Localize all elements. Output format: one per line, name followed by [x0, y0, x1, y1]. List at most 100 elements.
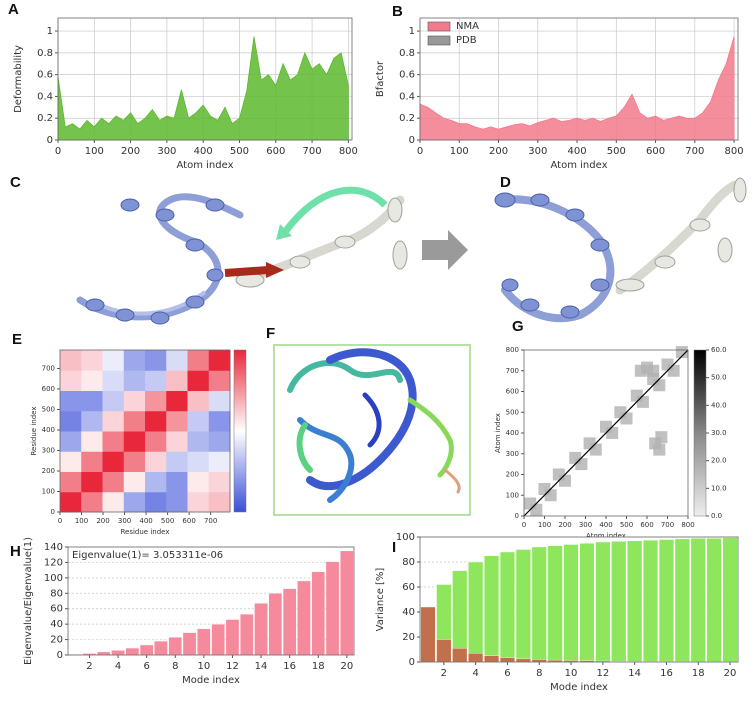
- bar: [627, 540, 643, 663]
- x-tick-label: 400: [194, 146, 213, 157]
- x-axis-label: Atom index: [586, 532, 626, 540]
- x-tick-label: 100: [85, 146, 104, 157]
- heatmap-cell: [208, 491, 231, 513]
- heatmap-cell: [145, 471, 167, 493]
- y-tick-label: 80: [402, 557, 415, 568]
- plot-frame: [523, 349, 689, 517]
- y-tick-label: 0: [515, 512, 519, 520]
- heatmap-cell: [123, 370, 146, 391]
- colorbar: [233, 349, 247, 513]
- y-tick-label: 40: [402, 607, 415, 618]
- heatmap-cell: [145, 451, 167, 472]
- y-tick-label: 0.4: [37, 91, 53, 102]
- x-tick-label: 500: [607, 146, 626, 157]
- point: [530, 503, 543, 516]
- bar: [515, 549, 531, 663]
- panel-label: A: [8, 1, 19, 18]
- legend-swatch: [427, 35, 451, 46]
- y-tick-label: 0: [409, 135, 415, 146]
- x-tick-label: 200: [96, 517, 109, 525]
- heatmap-cell: [60, 431, 82, 452]
- bar: [563, 544, 579, 663]
- x-tick-label: 2: [86, 661, 92, 672]
- y-tick-label: 1: [47, 26, 53, 37]
- y-tick-label: 500: [42, 405, 55, 413]
- x-tick-label: 18: [312, 661, 325, 672]
- point: [675, 346, 688, 359]
- y-tick-label: 0: [409, 657, 415, 668]
- x-tick-label: 700: [303, 146, 322, 157]
- x-tick-label: 600: [182, 517, 195, 525]
- plot-area: [420, 537, 738, 662]
- legend-swatch: [427, 21, 451, 32]
- annotation: Eigenvalue(1)= 3.053311e-06: [72, 550, 223, 561]
- heatmap-cell: [166, 370, 188, 391]
- y-axis-label: Variance [%]: [375, 568, 386, 632]
- heatmap-cell: [166, 431, 188, 452]
- heatmap-cell: [166, 410, 188, 432]
- x-tick-label: 500: [620, 521, 633, 529]
- heatmap-cell: [208, 471, 231, 493]
- bar: [436, 639, 452, 663]
- y-tick-label: 500: [506, 408, 519, 416]
- diagonal: [523, 349, 689, 517]
- heatmap-cell: [187, 370, 210, 391]
- legend-label: PDB: [456, 35, 477, 46]
- point: [655, 431, 668, 444]
- x-axis-label: Residue index: [120, 528, 169, 536]
- heatmap-cell: [60, 370, 82, 391]
- y-tick-label: 400: [42, 426, 55, 434]
- x-axis-label: Mode index: [182, 675, 240, 686]
- y-tick-label: 120: [44, 557, 63, 568]
- bar: [452, 648, 468, 663]
- area: [419, 36, 735, 141]
- x-tick-label: 300: [118, 517, 131, 525]
- heatmap-cell: [123, 390, 146, 412]
- plot-area: [68, 547, 354, 655]
- panel-label: E: [12, 331, 22, 348]
- bar: [297, 580, 311, 656]
- heatmap-cell: [187, 410, 210, 432]
- transition-arrow: [422, 230, 468, 270]
- bar: [182, 632, 197, 656]
- bar: [125, 647, 140, 656]
- colorbar-label: 50.0: [711, 374, 727, 382]
- y-axis-label: Eigenvalue/Eigenvalue(1): [23, 537, 34, 665]
- heatmap-cell: [187, 451, 210, 472]
- x-tick-label: 200: [558, 521, 571, 529]
- heatmap-cell: [102, 451, 125, 472]
- bar: [96, 651, 111, 656]
- x-axis-label: Atom index: [551, 160, 608, 171]
- bar: [611, 541, 627, 663]
- y-tick-label: 0: [57, 650, 63, 661]
- bar: [722, 537, 738, 663]
- bar: [643, 539, 659, 663]
- y-tick-label: 0.2: [399, 113, 415, 124]
- y-axis-label: Residue index: [30, 406, 38, 455]
- heatmap-cell: [102, 471, 125, 493]
- x-tick-label: 500: [230, 146, 249, 157]
- heatmap-cell: [145, 390, 167, 412]
- bar: [197, 628, 211, 656]
- x-tick-label: 600: [646, 146, 665, 157]
- heatmap-cell: [166, 451, 188, 472]
- heatmap-cell: [145, 370, 167, 391]
- heatmap-cell: [145, 431, 167, 452]
- y-axis-label: Atom index: [494, 413, 502, 453]
- y-tick-label: 100: [44, 573, 63, 584]
- heatmap-cell: [81, 390, 103, 412]
- heatmap-cell: [208, 410, 231, 432]
- heatmap-cell: [60, 491, 82, 513]
- heatmap-cell: [123, 491, 146, 513]
- panel-label: C: [10, 174, 21, 191]
- y-tick-label: 80: [50, 588, 63, 599]
- point: [575, 458, 588, 471]
- legend-label: NMA: [456, 21, 479, 32]
- y-tick-label: 800: [506, 346, 519, 354]
- heatmap-cell: [60, 451, 82, 472]
- x-tick-label: 700: [204, 517, 217, 525]
- x-tick-label: 0: [55, 146, 61, 157]
- y-tick-label: 0.8: [399, 48, 415, 59]
- bar: [468, 653, 484, 663]
- x-tick-label: 400: [599, 521, 612, 529]
